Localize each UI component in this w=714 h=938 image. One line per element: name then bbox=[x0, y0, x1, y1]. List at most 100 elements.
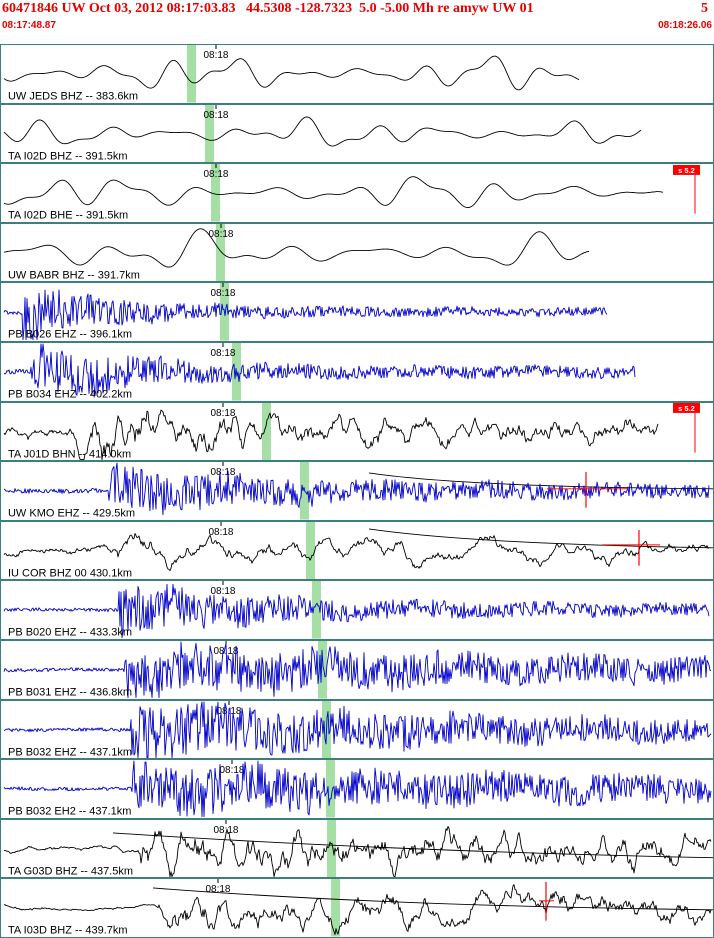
station-label: TA I02D BHZ -- 391.5km bbox=[8, 150, 128, 162]
seismogram-waveform bbox=[3, 641, 712, 698]
seismogram-waveform bbox=[3, 289, 608, 341]
trace-canvas[interactable]: 08:18 TA I03D BHZ -- 439.7km bbox=[1, 879, 713, 937]
trace-panel[interactable]: 08:18 TA I03D BHZ -- 439.7km bbox=[0, 878, 714, 938]
predicted-arrival-band bbox=[326, 760, 335, 818]
trace-panel[interactable]: 08:18 UW JEDS BHZ -- 383.6km bbox=[0, 44, 714, 104]
station-label: UW KMO EHZ -- 429.5km bbox=[8, 508, 135, 520]
trace-panel[interactable]: 08:18 s 5.2 TA I02D BHE -- 391.5km bbox=[0, 163, 714, 223]
station-label: PB B026 EHZ -- 396.1km bbox=[8, 329, 132, 341]
station-label: TA J01D BHN -- 414.0km bbox=[8, 448, 131, 460]
station-label: TA I03D BHZ -- 439.7km bbox=[8, 925, 128, 937]
station-label: PB B032 EH2 -- 437.1km bbox=[8, 806, 131, 818]
seismogram-waveform bbox=[3, 701, 712, 758]
trace-canvas[interactable]: 08:18 s 5.2 TA I02D BHE -- 391.5km bbox=[1, 164, 713, 222]
trace-panel[interactable]: 08:18 TA G03D BHZ -- 437.5km bbox=[0, 818, 714, 879]
trace-canvas[interactable]: 08:18 PB B032 EH2 -- 437.1km bbox=[1, 760, 713, 818]
seismogram-waveform bbox=[3, 462, 710, 516]
header-right-number: 5 bbox=[701, 1, 708, 16]
trace-panel[interactable]: 08:18 PB B020 EHZ -- 433.3km bbox=[0, 580, 714, 640]
predicted-arrival-band bbox=[187, 45, 196, 103]
pick-flag-label: s 5.2 bbox=[678, 166, 695, 175]
minute-tick-label: 08:18 bbox=[205, 884, 230, 895]
trace-panel[interactable]: 08:18 TA I02D BHZ -- 391.5km bbox=[0, 103, 714, 164]
predicted-arrival-band bbox=[306, 521, 315, 580]
event-summary: 60471846 UW Oct 03, 2012 08:17:03.83 44.… bbox=[2, 1, 534, 16]
coda-envelope-line bbox=[152, 887, 713, 911]
trace-canvas[interactable]: 08:18 PB B026 EHZ -- 396.1km bbox=[1, 283, 713, 341]
predicted-arrival-band bbox=[211, 164, 220, 222]
window-end-time: 08:18:26.06 bbox=[658, 20, 712, 31]
station-label: IU COR BHZ 00 430.1km bbox=[8, 567, 132, 579]
predicted-arrival-band bbox=[331, 879, 340, 937]
pick-flag-box[interactable] bbox=[673, 402, 700, 413]
seismogram-waveform bbox=[3, 343, 636, 396]
minute-tick-label: 08:18 bbox=[213, 825, 238, 836]
minute-tick-label: 08:18 bbox=[210, 407, 235, 418]
trace-panel[interactable]: 08:18 UW KMO EHZ -- 429.5km bbox=[0, 461, 714, 521]
minute-tick-label: 08:18 bbox=[210, 348, 235, 359]
minute-tick-label: 08:18 bbox=[208, 527, 233, 538]
trace-canvas[interactable]: 08:18 UW JEDS BHZ -- 383.6km bbox=[1, 45, 713, 103]
trace-panel[interactable]: 08:18 PB B031 EHZ -- 436.8km bbox=[0, 639, 714, 700]
station-label: PB B032 EHZ -- 437.1km bbox=[8, 746, 132, 758]
coda-envelope-line bbox=[112, 832, 713, 858]
seismogram-waveform bbox=[3, 884, 712, 936]
coda-envelope-line bbox=[368, 528, 713, 549]
predicted-arrival-band bbox=[216, 223, 225, 282]
seismogram-waveform bbox=[3, 176, 664, 209]
trace-canvas[interactable]: 08:18 s 5.2 TA J01D BHN -- 414.0km bbox=[1, 402, 713, 461]
seismogram-waveform bbox=[3, 55, 580, 91]
station-label: PB B031 EHZ -- 436.8km bbox=[8, 687, 132, 699]
minute-tick-label: 08:18 bbox=[203, 50, 228, 61]
station-label: TA I02D BHE -- 391.5km bbox=[8, 210, 128, 222]
station-label: UW BABR BHZ -- 391.7km bbox=[8, 269, 140, 281]
trace-canvas[interactable]: 08:18 PB B020 EHZ -- 433.3km bbox=[1, 581, 713, 639]
minute-tick-label: 08:18 bbox=[210, 288, 235, 299]
station-label: PB B020 EHZ -- 433.3km bbox=[8, 627, 132, 639]
seismogram-waveform bbox=[3, 532, 710, 571]
minute-tick-label: 08:18 bbox=[210, 467, 235, 478]
header: 60471846 UW Oct 03, 2012 08:17:03.83 44.… bbox=[0, 0, 714, 44]
trace-canvas[interactable]: 08:18 UW KMO EHZ -- 429.5km bbox=[1, 462, 713, 520]
predicted-arrival-band bbox=[318, 640, 327, 699]
trace-panel[interactable]: 08:18 IU COR BHZ 00 430.1km bbox=[0, 520, 714, 581]
window-start-time: 08:17:48.87 bbox=[2, 20, 56, 31]
trace-list: 08:18 UW JEDS BHZ -- 383.6km 08:18 TA I02D… bbox=[0, 44, 714, 938]
trace-panel[interactable]: 08:18 UW BABR BHZ -- 391.7km bbox=[0, 222, 714, 283]
predicted-arrival-band bbox=[262, 402, 271, 461]
station-label: PB B034 EHZ -- 402.2km bbox=[8, 389, 132, 401]
minute-tick-label: 08:18 bbox=[219, 765, 244, 776]
trace-panel[interactable]: 08:18 PB B032 EH2 -- 437.1km bbox=[0, 759, 714, 819]
seismogram-waveform bbox=[3, 116, 642, 147]
station-label: TA G03D BHZ -- 437.5km bbox=[8, 865, 133, 877]
time-window-line: 08:17:48.87 08:18:26.06 bbox=[0, 17, 714, 31]
trace-canvas[interactable]: 08:18 TA G03D BHZ -- 437.5km bbox=[1, 819, 713, 878]
trace-canvas[interactable]: 08:18 TA I02D BHZ -- 391.5km bbox=[1, 104, 713, 163]
seismogram-waveform bbox=[3, 409, 659, 460]
seismogram-waveform bbox=[4, 825, 712, 877]
minute-tick-label: 08:18 bbox=[210, 586, 235, 597]
trace-panel[interactable]: 08:18 PB B026 EHZ -- 396.1km bbox=[0, 282, 714, 342]
minute-tick-label: 08:18 bbox=[203, 110, 228, 121]
trace-canvas[interactable]: 08:18 UW BABR BHZ -- 391.7km bbox=[1, 223, 713, 282]
trace-panel[interactable]: 08:18 PB B032 EHZ -- 437.1km bbox=[0, 699, 714, 760]
seismogram-waveform bbox=[3, 228, 590, 268]
minute-tick-label: 08:18 bbox=[208, 229, 233, 240]
minute-tick-label: 08:18 bbox=[203, 169, 228, 180]
event-header-line: 60471846 UW Oct 03, 2012 08:17:03.83 44.… bbox=[0, 0, 714, 17]
seismogram-waveform bbox=[3, 760, 712, 818]
predicted-arrival-band bbox=[327, 819, 336, 878]
predicted-arrival-band bbox=[312, 581, 321, 639]
trace-panel[interactable]: 08:18 s 5.2 TA J01D BHN -- 414.0km bbox=[0, 401, 714, 462]
trace-panel[interactable]: 08:18 PB B034 EHZ -- 402.2km bbox=[0, 341, 714, 402]
pick-flag-box[interactable] bbox=[673, 165, 700, 176]
trace-canvas[interactable]: 08:18 PB B034 EHZ -- 402.2km bbox=[1, 342, 713, 401]
trace-canvas[interactable]: 08:18 IU COR BHZ 00 430.1km bbox=[1, 521, 713, 580]
predicted-arrival-band bbox=[205, 104, 214, 163]
station-label: UW JEDS BHZ -- 383.6km bbox=[8, 91, 138, 103]
seismogram-waveform bbox=[3, 584, 710, 639]
pick-flag-label: s 5.2 bbox=[678, 404, 695, 413]
